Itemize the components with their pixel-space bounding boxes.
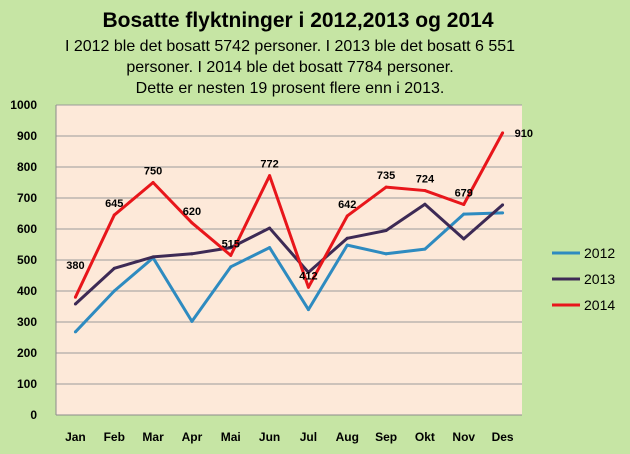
data-labels: 380 645 750 620 515 772 412 642 735 724 679 910 bbox=[66, 128, 533, 282]
x-tick-label: Aug bbox=[336, 430, 359, 444]
data-point bbox=[384, 252, 388, 256]
chart-subtitle-line-3: Dette er nesten 19 prosent flere enn i 2… bbox=[136, 80, 445, 97]
series-line-2012 bbox=[74, 211, 503, 333]
data-label: 735 bbox=[377, 170, 395, 182]
data-point bbox=[384, 185, 388, 189]
data-point bbox=[268, 246, 272, 250]
data-label: 910 bbox=[515, 128, 533, 140]
chart-subtitle-line-1: I 2012 ble det bosatt 5742 personer. I 2… bbox=[65, 38, 515, 55]
data-point bbox=[151, 181, 155, 184]
x-tick-label: Sep bbox=[375, 430, 397, 444]
data-point bbox=[345, 243, 349, 247]
data-point bbox=[501, 203, 505, 207]
data-point bbox=[384, 229, 388, 233]
data-point bbox=[73, 330, 77, 334]
data-point bbox=[190, 252, 194, 256]
data-point bbox=[462, 237, 466, 241]
data-point bbox=[268, 174, 272, 178]
data-label: 772 bbox=[260, 159, 278, 171]
x-tick-label: Mai bbox=[221, 430, 241, 444]
y-tick-label: 100 bbox=[17, 377, 37, 391]
data-point bbox=[229, 246, 233, 250]
legend-label: 2014 bbox=[584, 297, 615, 313]
data-label: 645 bbox=[105, 198, 123, 210]
data-point bbox=[229, 265, 233, 269]
x-tick-label: Nov bbox=[452, 430, 475, 444]
y-tick-label: 900 bbox=[17, 129, 37, 143]
data-point bbox=[423, 247, 427, 251]
data-point bbox=[190, 221, 194, 225]
data-point bbox=[501, 211, 505, 215]
data-point bbox=[306, 270, 310, 274]
data-label: 679 bbox=[455, 188, 473, 200]
data-point bbox=[306, 308, 310, 312]
series-line-2014 bbox=[74, 132, 504, 298]
y-tick-label: 400 bbox=[17, 284, 37, 298]
y-tick-label: 700 bbox=[17, 191, 37, 205]
x-tick-label: Feb bbox=[104, 430, 125, 444]
data-label: 620 bbox=[183, 206, 201, 218]
data-point bbox=[112, 289, 116, 293]
data-point bbox=[423, 202, 427, 206]
chart-subtitle-line-2: personer. I 2014 ble det bosatt 7784 per… bbox=[126, 59, 453, 76]
chart-title: Bosatte flyktninger i 2012,2013 og 2014 bbox=[102, 9, 493, 32]
data-point bbox=[462, 203, 466, 207]
x-tick-label: Okt bbox=[415, 430, 435, 444]
data-label: 412 bbox=[299, 270, 317, 282]
y-tick-label: 300 bbox=[17, 315, 37, 329]
x-tick-label: Jan bbox=[65, 430, 86, 444]
data-point bbox=[462, 212, 466, 216]
legend-label: 2012 bbox=[584, 245, 615, 261]
data-point bbox=[112, 213, 116, 217]
data-point bbox=[151, 255, 155, 259]
data-point bbox=[229, 253, 233, 257]
series-group bbox=[73, 131, 505, 334]
data-point bbox=[423, 189, 427, 193]
x-tick-label: Mar bbox=[142, 430, 164, 444]
data-point bbox=[501, 131, 505, 135]
x-tick-label: Apr bbox=[182, 430, 203, 444]
y-tick-label: 500 bbox=[17, 253, 37, 267]
x-tick-label: Des bbox=[492, 430, 514, 444]
data-label: 515 bbox=[222, 238, 240, 250]
data-label: 380 bbox=[66, 260, 84, 272]
legend: 2012 2013 2014 bbox=[552, 245, 615, 313]
data-label: 724 bbox=[416, 174, 435, 186]
y-tick-label: 200 bbox=[17, 346, 37, 360]
x-tick-label: Jun bbox=[259, 430, 280, 444]
y-tick-label: 0 bbox=[30, 408, 37, 422]
y-tick-label: 1000 bbox=[10, 98, 37, 112]
data-label: 642 bbox=[338, 199, 356, 211]
data-point bbox=[73, 295, 77, 299]
data-point bbox=[112, 266, 116, 270]
data-point bbox=[345, 236, 349, 240]
data-point bbox=[73, 302, 77, 306]
y-tick-label: 600 bbox=[17, 222, 37, 236]
data-label: 750 bbox=[144, 166, 162, 178]
y-tick-label: 800 bbox=[17, 160, 37, 174]
data-point bbox=[306, 285, 310, 289]
legend-label: 2013 bbox=[584, 271, 615, 287]
data-point bbox=[345, 214, 349, 218]
x-tick-label: Jul bbox=[300, 430, 317, 444]
axes: 0 100 200 300 400 500 600 700 800 900 1000 Jan Feb Ma… bbox=[10, 98, 522, 444]
series-line-2013 bbox=[74, 202, 504, 306]
data-point bbox=[190, 319, 194, 323]
data-point bbox=[268, 226, 272, 230]
